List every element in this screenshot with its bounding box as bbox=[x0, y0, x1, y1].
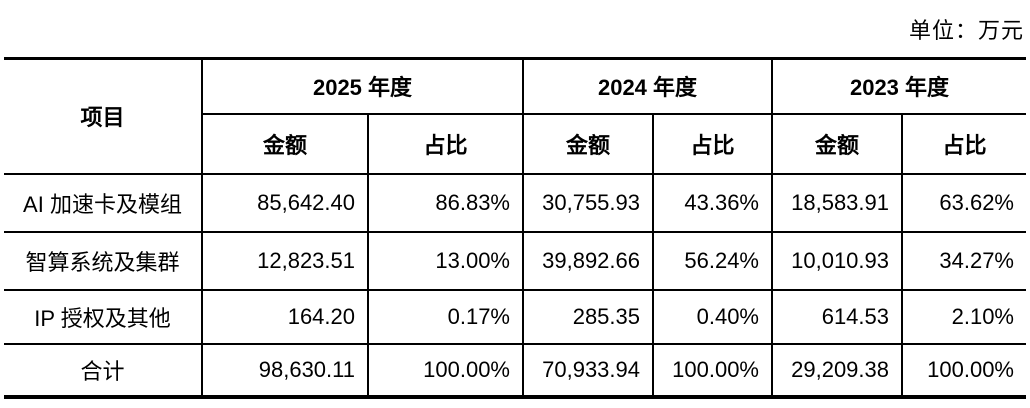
column-header-item: 项目 bbox=[3, 57, 203, 175]
table-header-subcolumns: 金额 占比 金额 占比 金额 占比 bbox=[4, 112, 1027, 175]
table-row-computing-cluster: 智算系统及集群 12,823.51 13.00% 39,892.66 56.24… bbox=[3, 230, 1027, 291]
ratio-cell-2023: 63.62% bbox=[901, 172, 1027, 233]
ratio-cell-2025: 13.00% bbox=[367, 230, 524, 291]
amount-header-2023: 金额 bbox=[771, 112, 903, 175]
total-ratio-cell-2023: 100.00% bbox=[901, 342, 1027, 398]
total-ratio-cell-2025: 100.00% bbox=[367, 342, 524, 398]
amount-header-2024: 金额 bbox=[522, 112, 654, 175]
ratio-cell-2024: 0.40% bbox=[652, 288, 773, 345]
year-header-2025: 2025 年度 bbox=[201, 57, 524, 115]
amount-header-2025: 金额 bbox=[201, 112, 369, 175]
total-ratio-cell-2024: 100.00% bbox=[652, 342, 773, 398]
table-header-years: 项目 2025 年度 2024 年度 2023 年度 bbox=[3, 57, 1027, 175]
ratio-cell-2023: 2.10% bbox=[901, 288, 1027, 345]
year-header-2023: 2023 年度 bbox=[771, 57, 1027, 115]
ratio-cell-2025: 86.83% bbox=[367, 172, 524, 233]
total-amount-cell-2024: 70,933.94 bbox=[522, 342, 654, 398]
total-amount-cell-2025: 98,630.11 bbox=[201, 342, 369, 398]
ratio-header-2023: 占比 bbox=[901, 112, 1027, 175]
ratio-header-2025: 占比 bbox=[367, 112, 524, 175]
amount-cell-2025: 12,823.51 bbox=[201, 230, 369, 291]
amount-cell-2025: 85,642.40 bbox=[201, 172, 369, 233]
unit-label: 单位：万元 bbox=[908, 18, 1024, 43]
total-amount-cell-2023: 29,209.38 bbox=[771, 342, 903, 398]
ratio-cell-2024: 56.24% bbox=[652, 230, 773, 291]
row-label: IP 授权及其他 bbox=[3, 288, 203, 345]
table-row-total: 合计 98,630.11 100.00% 70,933.94 100.00% 2… bbox=[3, 342, 1027, 398]
row-label: AI 加速卡及模组 bbox=[3, 172, 203, 233]
amount-cell-2023: 614.53 bbox=[771, 288, 903, 345]
amount-cell-2023: 10,010.93 bbox=[771, 230, 903, 291]
year-header-2024: 2024 年度 bbox=[522, 57, 773, 115]
table-row-ai-accelerator: AI 加速卡及模组 85,642.40 86.83% 30,755.93 43.… bbox=[3, 172, 1027, 233]
amount-cell-2024: 39,892.66 bbox=[522, 230, 654, 291]
revenue-breakdown-table: 项目 2025 年度 2024 年度 2023 年度 金额 占比 金额 占比 金… bbox=[3, 57, 1027, 399]
row-label: 智算系统及集群 bbox=[3, 230, 203, 291]
total-row-label: 合计 bbox=[3, 342, 203, 398]
amount-cell-2025: 164.20 bbox=[201, 288, 369, 345]
table-row-ip-licensing: IP 授权及其他 164.20 0.17% 285.35 0.40% 614.5… bbox=[3, 288, 1027, 345]
ratio-cell-2024: 43.36% bbox=[652, 172, 773, 233]
ratio-cell-2025: 0.17% bbox=[367, 288, 524, 345]
amount-cell-2023: 18,583.91 bbox=[771, 172, 903, 233]
amount-cell-2024: 30,755.93 bbox=[522, 172, 654, 233]
ratio-cell-2023: 34.27% bbox=[901, 230, 1027, 291]
amount-cell-2024: 285.35 bbox=[522, 288, 654, 345]
ratio-header-2024: 占比 bbox=[652, 112, 773, 175]
